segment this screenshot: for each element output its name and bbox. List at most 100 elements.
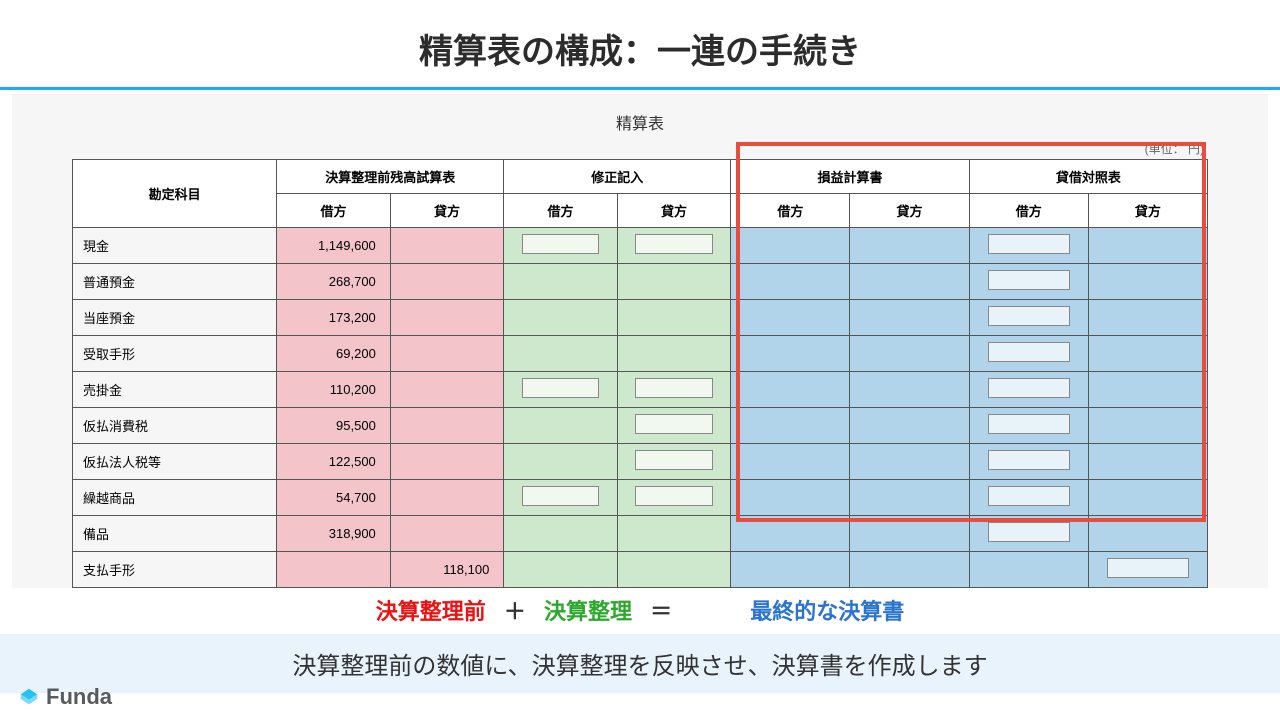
input-box[interactable] [988, 342, 1070, 362]
table-row: 繰越商品54,700 [73, 480, 1208, 516]
worksheet-area: 精算表 (単位： 円) 勘定科目 決算整理前残高試算表 修正記入 損益計算書 貸… [12, 94, 1268, 588]
input-box[interactable] [522, 234, 599, 254]
equation-op-equals: ＝ [638, 599, 684, 624]
adj-debit-header: 借方 [504, 194, 618, 228]
table-cell [850, 552, 969, 588]
header-row-1: 勘定科目 決算整理前残高試算表 修正記入 損益計算書 貸借対照表 [73, 160, 1208, 194]
input-box[interactable] [635, 450, 712, 470]
input-box[interactable] [635, 234, 712, 254]
table-cell [731, 408, 850, 444]
table-cell: 69,200 [277, 336, 391, 372]
table-cell: 110,200 [277, 372, 391, 408]
logo-icon [18, 686, 40, 708]
table-cell [390, 480, 504, 516]
input-box[interactable] [988, 306, 1070, 326]
table-cell [731, 300, 850, 336]
table-cell [617, 300, 731, 336]
table-cell [850, 516, 969, 552]
table-cell [1088, 228, 1207, 264]
section-adjustments: 修正記入 [504, 160, 731, 194]
table-cell [850, 336, 969, 372]
table-cell [850, 408, 969, 444]
table-row: 支払手形118,100 [73, 552, 1208, 588]
table-cell [617, 228, 731, 264]
equation-row: 決算整理前 ＋ 決算整理 ＝ 最終的な決算書 [0, 588, 1280, 632]
table-cell [850, 444, 969, 480]
table-cell [390, 408, 504, 444]
adj-credit-header: 貸方 [617, 194, 731, 228]
table-cell: 122,500 [277, 444, 391, 480]
table-row: 受取手形69,200 [73, 336, 1208, 372]
table-cell [969, 408, 1088, 444]
logo-text: Funda [46, 684, 112, 710]
table-cell: 54,700 [277, 480, 391, 516]
table-cell [731, 480, 850, 516]
table-cell [850, 480, 969, 516]
table-cell: 現金 [73, 228, 277, 264]
table-cell: 売掛金 [73, 372, 277, 408]
page-title: 精算表の構成：一連の手続き [0, 0, 1280, 87]
worksheet-table: 勘定科目 決算整理前残高試算表 修正記入 損益計算書 貸借対照表 借方 貸方 借… [72, 159, 1208, 588]
table-cell [1088, 516, 1207, 552]
table-cell [1088, 336, 1207, 372]
table-cell: 備品 [73, 516, 277, 552]
input-box[interactable] [635, 486, 712, 506]
table-cell: 1,149,600 [277, 228, 391, 264]
table-cell [969, 552, 1088, 588]
table-row: 仮払法人税等122,500 [73, 444, 1208, 480]
table-cell [1088, 552, 1207, 588]
table-cell [731, 336, 850, 372]
table-cell [617, 516, 731, 552]
table-row: 普通預金268,700 [73, 264, 1208, 300]
table-cell [731, 372, 850, 408]
input-box[interactable] [988, 414, 1070, 434]
equation-term-1: 決算整理前 [376, 599, 486, 624]
tb-debit-header: 借方 [277, 194, 391, 228]
table-cell: 仮払法人税等 [73, 444, 277, 480]
input-box[interactable] [988, 234, 1070, 254]
table-cell [731, 444, 850, 480]
table-cell [390, 516, 504, 552]
table-cell: 268,700 [277, 264, 391, 300]
table-cell [850, 372, 969, 408]
table-cell [1088, 300, 1207, 336]
table-cell [731, 228, 850, 264]
input-box[interactable] [1107, 558, 1189, 578]
table-cell [1088, 264, 1207, 300]
table-cell [969, 300, 1088, 336]
table-cell [1088, 408, 1207, 444]
table-cell [617, 552, 731, 588]
account-header: 勘定科目 [73, 160, 277, 228]
table-cell [969, 336, 1088, 372]
input-box[interactable] [635, 414, 712, 434]
input-box[interactable] [988, 270, 1070, 290]
input-box[interactable] [988, 450, 1070, 470]
table-cell: 118,100 [390, 552, 504, 588]
table-cell [504, 480, 618, 516]
table-cell [1088, 444, 1207, 480]
table-cell [390, 300, 504, 336]
input-box[interactable] [522, 378, 599, 398]
table-cell [969, 444, 1088, 480]
input-box[interactable] [635, 378, 712, 398]
equation-term-2: 決算整理 [544, 599, 632, 624]
table-cell: 95,500 [277, 408, 391, 444]
table-row: 売掛金110,200 [73, 372, 1208, 408]
table-cell: 318,900 [277, 516, 391, 552]
table-cell: 受取手形 [73, 336, 277, 372]
input-box[interactable] [988, 522, 1070, 542]
equation-op-plus: ＋ [492, 599, 538, 624]
input-box[interactable] [988, 378, 1070, 398]
input-box[interactable] [988, 486, 1070, 506]
table-cell [850, 264, 969, 300]
table-cell: 仮払消費税 [73, 408, 277, 444]
input-box[interactable] [522, 486, 599, 506]
table-cell: 当座預金 [73, 300, 277, 336]
table-row: 当座預金173,200 [73, 300, 1208, 336]
title-underline [0, 87, 1280, 90]
table-cell [969, 228, 1088, 264]
section-trial-balance: 決算整理前残高試算表 [277, 160, 504, 194]
table-cell [617, 336, 731, 372]
table-title: 精算表 [72, 104, 1208, 140]
table-cell [969, 516, 1088, 552]
